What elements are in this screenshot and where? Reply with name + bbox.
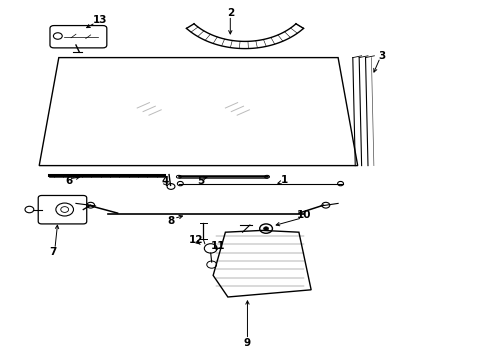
Text: 10: 10 [296, 210, 311, 220]
Text: 11: 11 [211, 241, 225, 251]
Text: 12: 12 [189, 235, 203, 246]
Text: 3: 3 [379, 51, 386, 61]
Text: 7: 7 [49, 247, 57, 257]
Text: 6: 6 [65, 176, 72, 186]
Text: 9: 9 [244, 338, 251, 348]
Text: 8: 8 [168, 216, 175, 226]
Circle shape [264, 227, 269, 230]
Text: 4: 4 [161, 176, 169, 186]
Text: 1: 1 [281, 175, 288, 185]
Text: 13: 13 [93, 15, 108, 25]
Text: 5: 5 [197, 176, 204, 186]
Text: 2: 2 [227, 8, 234, 18]
